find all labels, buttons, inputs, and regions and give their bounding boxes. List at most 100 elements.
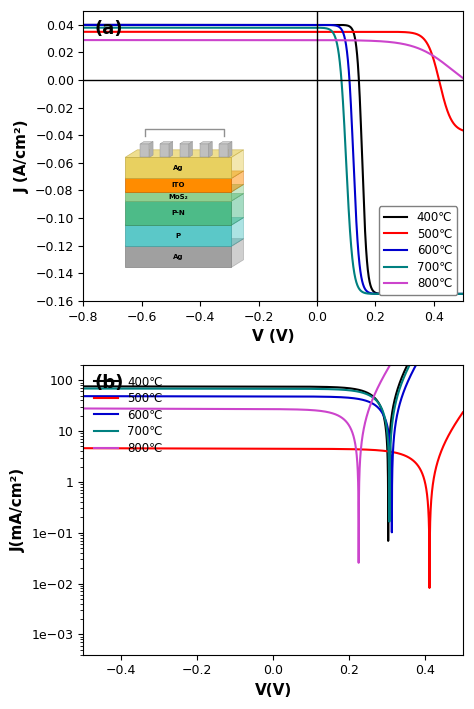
X-axis label: V(V): V(V) [255, 683, 292, 698]
700℃ [392, 400, 398, 408]
600℃ [392, 420, 398, 429]
700℃ [226, 384, 231, 393]
600℃ [328, 393, 333, 401]
400℃ [412, 290, 418, 298]
800℃ [328, 408, 333, 417]
800℃ [308, 406, 314, 414]
800℃ [356, 559, 362, 567]
800℃ [453, 68, 458, 77]
400℃ [149, 382, 155, 391]
400℃ [124, 21, 129, 29]
800℃ [226, 36, 232, 45]
500℃ [460, 126, 466, 135]
600℃ [308, 392, 314, 401]
400℃ [453, 290, 458, 298]
Line: 600℃: 600℃ [83, 25, 463, 294]
Text: (b): (b) [95, 374, 124, 391]
500℃ [124, 28, 129, 36]
500℃ [81, 28, 86, 36]
Line: 800℃: 800℃ [83, 253, 463, 563]
800℃ [149, 404, 155, 413]
Line: 500℃: 500℃ [83, 32, 463, 130]
Line: 600℃: 600℃ [83, 290, 463, 532]
Line: 400℃: 400℃ [83, 25, 463, 294]
600℃ [389, 528, 395, 537]
400℃ [460, 290, 466, 298]
600℃ [149, 392, 155, 401]
800℃ [146, 36, 152, 45]
400℃ [243, 21, 248, 29]
800℃ [81, 36, 86, 45]
700℃ [460, 290, 466, 298]
800℃ [124, 36, 129, 45]
700℃ [387, 518, 392, 526]
500℃ [81, 444, 86, 452]
800℃ [460, 249, 466, 257]
500℃ [243, 28, 248, 36]
500℃ [392, 448, 398, 457]
600℃ [146, 21, 152, 29]
500℃ [364, 445, 369, 454]
600℃ [453, 290, 458, 298]
700℃ [81, 384, 86, 393]
600℃ [243, 21, 248, 29]
400℃ [449, 290, 455, 298]
600℃ [460, 286, 466, 294]
600℃ [412, 290, 418, 298]
700℃ [328, 385, 333, 393]
700℃ [453, 290, 458, 298]
400℃ [308, 382, 314, 391]
400℃ [364, 388, 369, 396]
700℃ [149, 384, 155, 393]
Line: 400℃: 400℃ [83, 275, 463, 541]
800℃ [392, 352, 398, 360]
Line: 700℃: 700℃ [83, 279, 463, 522]
800℃ [412, 43, 418, 51]
Y-axis label: J(mA/cm²): J(mA/cm²) [11, 468, 26, 552]
600℃ [124, 21, 129, 29]
400℃ [146, 21, 152, 29]
700℃ [243, 23, 248, 32]
500℃ [453, 121, 458, 130]
500℃ [460, 408, 466, 417]
500℃ [146, 28, 152, 36]
800℃ [81, 404, 86, 413]
400℃ [392, 392, 398, 401]
Legend: 400℃, 500℃, 600℃, 700℃, 800℃: 400℃, 500℃, 600℃, 700℃, 800℃ [89, 371, 167, 459]
Legend: 400℃, 500℃, 600℃, 700℃, 800℃: 400℃, 500℃, 600℃, 700℃, 800℃ [379, 206, 457, 295]
Line: 800℃: 800℃ [83, 40, 463, 78]
Y-axis label: J (A/cm²): J (A/cm²) [15, 119, 29, 193]
700℃ [146, 23, 152, 32]
600℃ [81, 392, 86, 401]
400℃ [226, 21, 232, 29]
400℃ [385, 537, 391, 545]
500℃ [149, 444, 155, 452]
600℃ [364, 396, 369, 405]
600℃ [226, 21, 232, 29]
500℃ [412, 29, 418, 38]
700℃ [81, 23, 86, 32]
500℃ [226, 28, 232, 36]
700℃ [412, 290, 418, 298]
800℃ [226, 405, 231, 413]
700℃ [460, 290, 465, 298]
500℃ [226, 445, 231, 453]
600℃ [458, 290, 464, 298]
500℃ [308, 445, 314, 453]
700℃ [460, 274, 466, 283]
400℃ [81, 21, 86, 29]
400℃ [226, 382, 231, 391]
700℃ [308, 384, 314, 393]
400℃ [328, 383, 333, 391]
800℃ [364, 413, 369, 421]
500℃ [328, 445, 333, 453]
600℃ [226, 392, 231, 401]
800℃ [460, 74, 466, 82]
500℃ [427, 584, 432, 592]
700℃ [124, 23, 129, 32]
Text: (a): (a) [95, 20, 123, 38]
Line: 700℃: 700℃ [83, 28, 463, 294]
X-axis label: V (V): V (V) [252, 329, 294, 344]
600℃ [460, 290, 466, 298]
800℃ [243, 36, 248, 45]
